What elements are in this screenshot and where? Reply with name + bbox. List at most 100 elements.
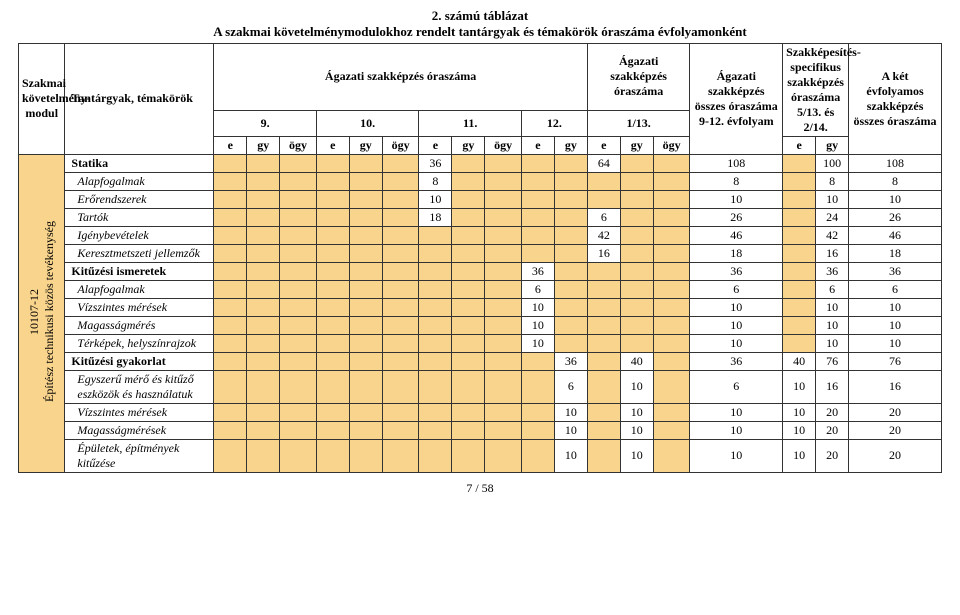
- cell: [485, 280, 522, 298]
- cell: 6: [554, 370, 587, 403]
- cell: [247, 244, 280, 262]
- cell: [382, 334, 419, 352]
- cell: [485, 298, 522, 316]
- cell: 10: [521, 316, 554, 334]
- cell: [452, 334, 485, 352]
- cell: 26: [690, 208, 783, 226]
- cell: [653, 280, 690, 298]
- cell: 6: [849, 280, 942, 298]
- head-grp3: Ágazati szakképzés összes óraszáma 9-12.…: [690, 43, 783, 154]
- cell: 16: [587, 244, 620, 262]
- cell: 18: [849, 244, 942, 262]
- cell: 24: [816, 208, 849, 226]
- cell: [521, 370, 554, 403]
- cell: [653, 334, 690, 352]
- cell: 108: [849, 154, 942, 172]
- cell: 26: [849, 208, 942, 226]
- cell: [485, 154, 522, 172]
- cell: [452, 316, 485, 334]
- cell: 42: [816, 226, 849, 244]
- cell: [382, 244, 419, 262]
- cell: 36: [554, 352, 587, 370]
- head-grp4: Szakképesítés-specifikus szakképzés óras…: [783, 43, 849, 136]
- title2: A szakmai követelménymodulokhoz rendelt …: [18, 24, 942, 40]
- cell: 10: [816, 316, 849, 334]
- cell: [214, 439, 247, 472]
- unit-head: e: [316, 136, 349, 154]
- topic-row: Alapfogalmak: [65, 280, 214, 298]
- topic-row: Egyszerű mérő és kitűző eszközök és hasz…: [65, 370, 214, 403]
- cell: 46: [849, 226, 942, 244]
- head-113: 1/13.: [587, 111, 690, 136]
- cell: 36: [521, 262, 554, 280]
- unit-head: gy: [816, 136, 849, 154]
- cell: [587, 439, 620, 472]
- cell: [653, 316, 690, 334]
- cell: 20: [849, 403, 942, 421]
- cell: [280, 370, 317, 403]
- cell: [452, 439, 485, 472]
- cell: [316, 244, 349, 262]
- head-10: 10.: [316, 111, 419, 136]
- cell: [521, 226, 554, 244]
- cell: [485, 244, 522, 262]
- cell: [521, 154, 554, 172]
- cell: 10: [849, 334, 942, 352]
- cell: 10: [620, 370, 653, 403]
- cell: [653, 352, 690, 370]
- head-grp2: Ágazati szakképzés óraszáma: [587, 43, 690, 111]
- cell: [419, 298, 452, 316]
- subject-row: Statika: [65, 154, 214, 172]
- cell: [554, 280, 587, 298]
- cell: [452, 370, 485, 403]
- cell: [247, 403, 280, 421]
- cell: [521, 244, 554, 262]
- cell: 40: [620, 352, 653, 370]
- cell: [653, 190, 690, 208]
- cell: 10: [690, 316, 783, 334]
- cell: 8: [849, 172, 942, 190]
- cell: [214, 370, 247, 403]
- topic-row: Vízszintes mérések: [65, 298, 214, 316]
- unit-head: ögy: [653, 136, 690, 154]
- cell: 18: [690, 244, 783, 262]
- cell: [247, 439, 280, 472]
- cell: [653, 403, 690, 421]
- cell: [452, 190, 485, 208]
- cell: 10: [690, 190, 783, 208]
- cell: [653, 421, 690, 439]
- cell: [316, 421, 349, 439]
- cell: [316, 316, 349, 334]
- cell: [419, 262, 452, 280]
- cell: 40: [783, 352, 816, 370]
- cell: [280, 403, 317, 421]
- cell: [382, 208, 419, 226]
- cell: [521, 403, 554, 421]
- cell: [521, 352, 554, 370]
- cell: [620, 334, 653, 352]
- unit-head: e: [587, 136, 620, 154]
- cell: [620, 172, 653, 190]
- cell: [316, 298, 349, 316]
- topic-row: Vízszintes mérések: [65, 403, 214, 421]
- cell: [620, 298, 653, 316]
- cell: [620, 208, 653, 226]
- cell: [653, 298, 690, 316]
- cell: [783, 154, 816, 172]
- unit-head: gy: [620, 136, 653, 154]
- cell: 10: [554, 421, 587, 439]
- subject-row: Kitűzési gyakorlat: [65, 352, 214, 370]
- cell: [247, 226, 280, 244]
- head-11: 11.: [419, 111, 522, 136]
- topic-row: Magasságmérés: [65, 316, 214, 334]
- cell: 8: [816, 172, 849, 190]
- cell: [247, 298, 280, 316]
- cell: [382, 370, 419, 403]
- cell: [349, 262, 382, 280]
- head-9: 9.: [214, 111, 317, 136]
- cell: 36: [816, 262, 849, 280]
- cell: 6: [587, 208, 620, 226]
- cell: [280, 172, 317, 190]
- cell: 10: [620, 439, 653, 472]
- cell: [349, 316, 382, 334]
